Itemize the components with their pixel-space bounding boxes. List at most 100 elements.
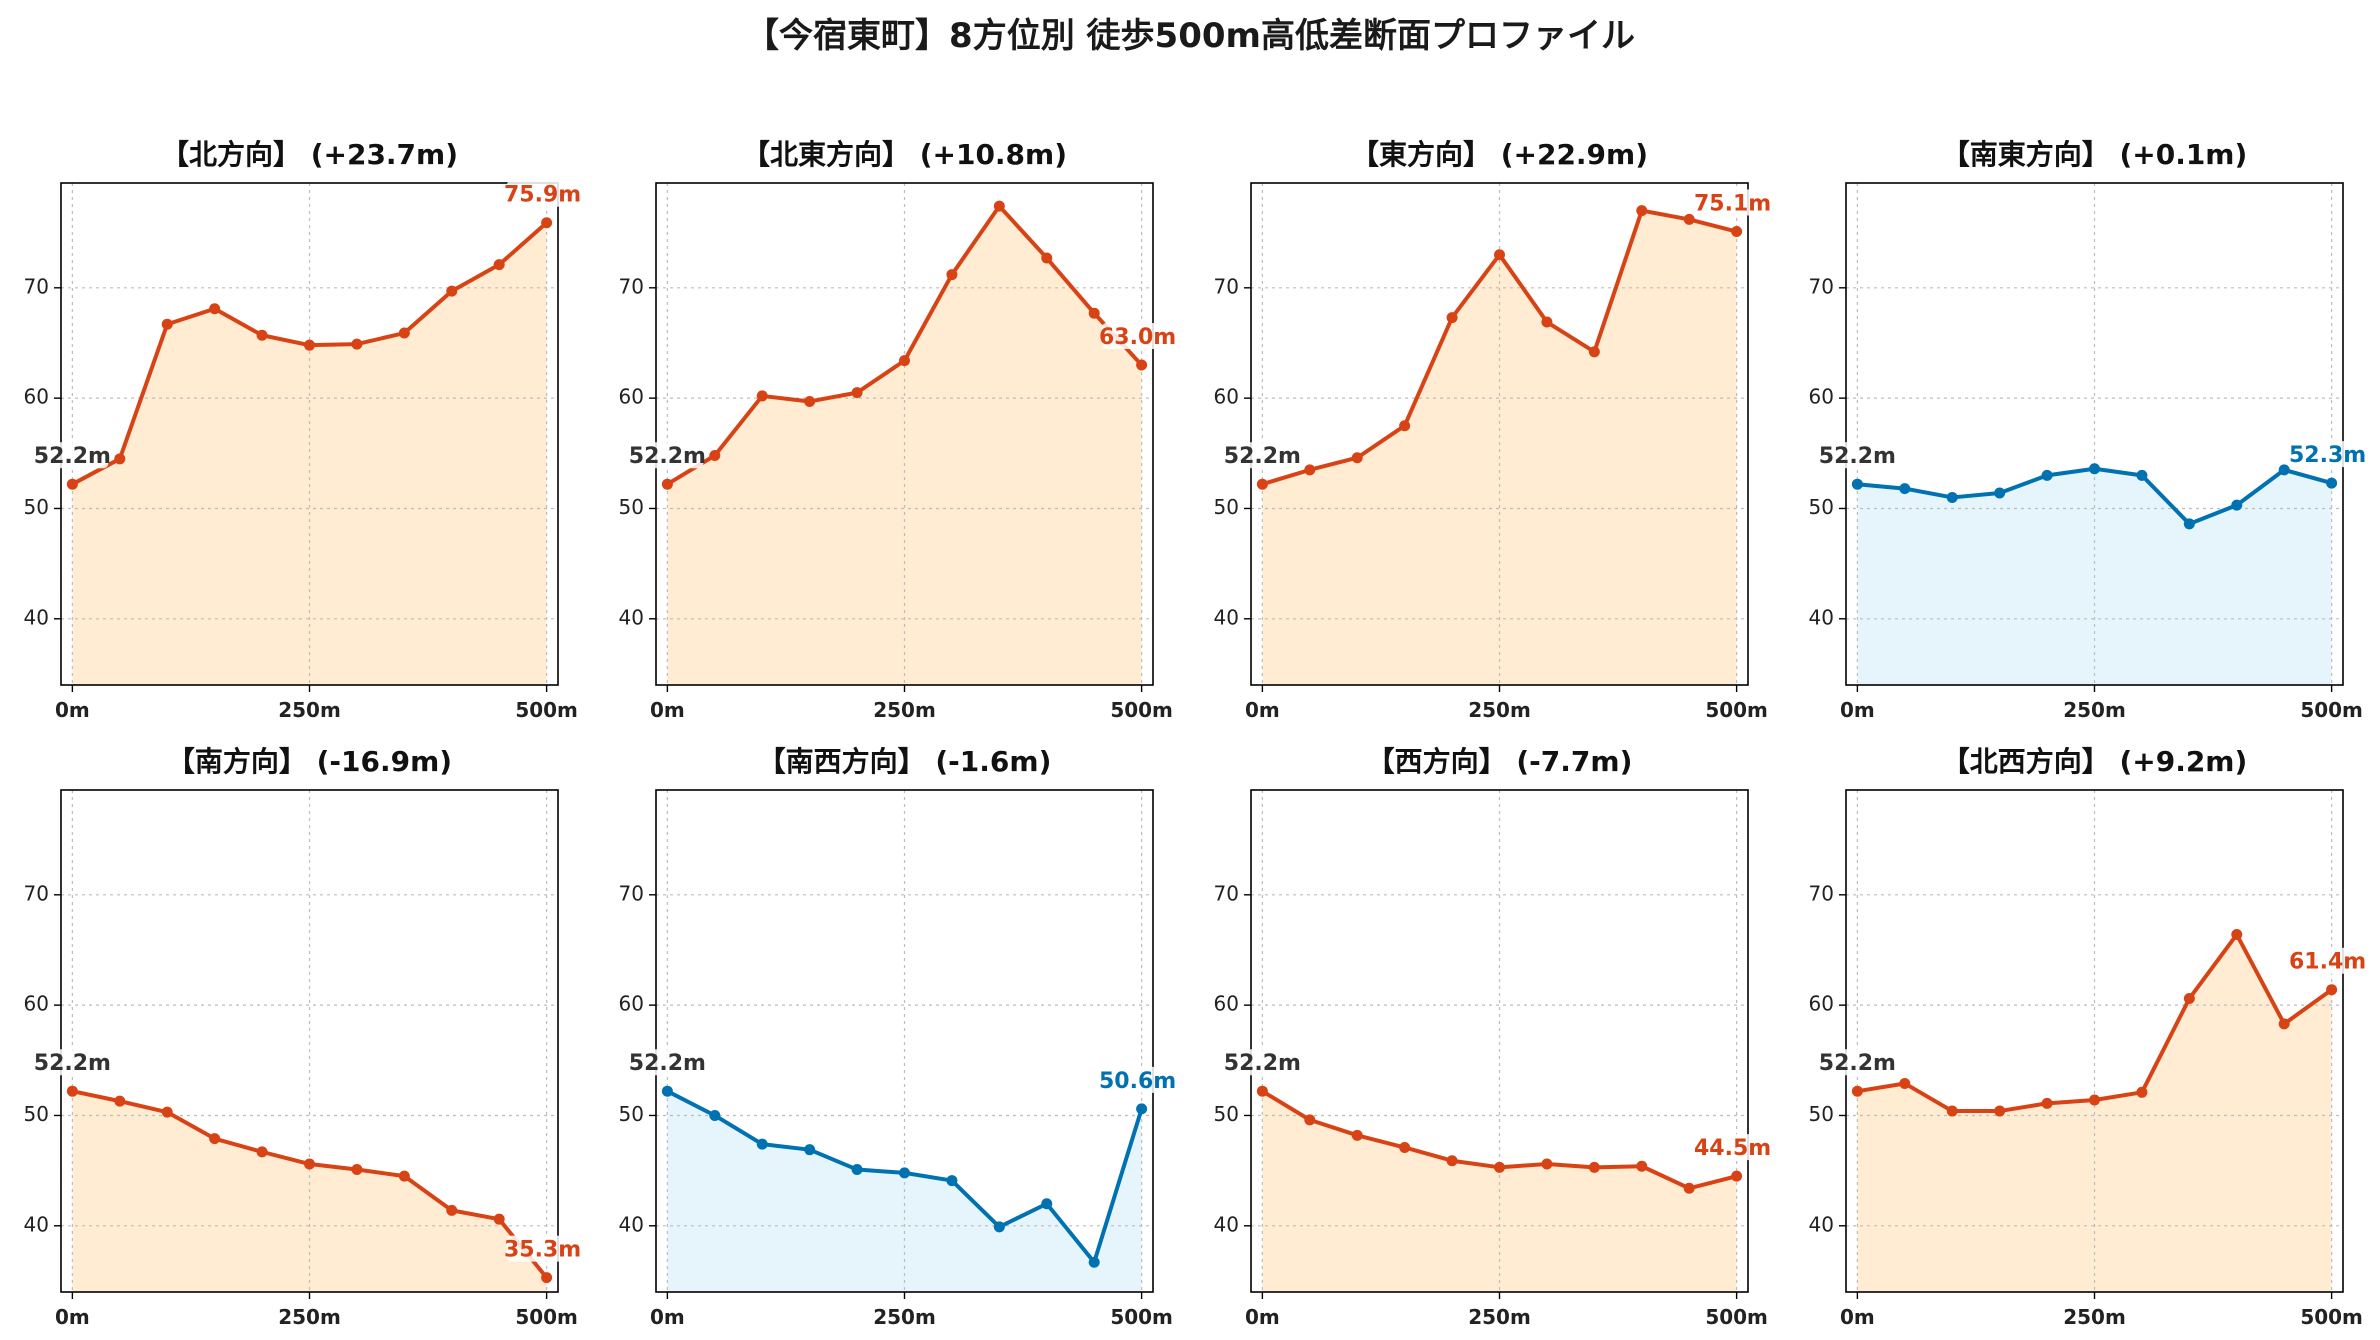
panel-title: 【南方向】 (-16.9m) (167, 745, 452, 778)
data-point (304, 339, 315, 351)
y-tick-label: 60 (1809, 385, 1834, 409)
data-point (1994, 1105, 2006, 1117)
chart-panel-7: 40 50 60 70 0m 250m 500m 【西方向】 (-7.7m) 52.2m 44.5… (1214, 745, 1772, 1329)
y-tick-label: 70 (619, 274, 644, 298)
data-point (1946, 1105, 1958, 1117)
chart-panel-4: 40 50 60 70 0m 250m 500m 【南東方向】 (+0.1m) 52.2m 52.… (1809, 138, 2367, 722)
x-tick-label: 250m (278, 698, 341, 722)
start-label-box (1821, 442, 1894, 469)
data-point (1494, 1161, 1505, 1173)
end-label-box (1696, 1134, 1769, 1161)
panel-title: 【北方向】 (+23.7m) (161, 138, 458, 171)
x-tick-label: 250m (1468, 698, 1531, 722)
y-tick-label: 40 (1214, 605, 1239, 629)
start-elevation-label: 52.2m (1224, 444, 1301, 469)
chart-main-title: 【今宿東町】8方位別 徒歩500m高低差断面プロファイル (745, 16, 1635, 56)
y-tick-label: 60 (1214, 992, 1239, 1016)
y-tick-label: 40 (619, 1212, 644, 1236)
data-point (114, 453, 126, 465)
start-label-box (1821, 1049, 1894, 1076)
data-point (1351, 452, 1363, 464)
data-point (446, 285, 458, 297)
x-tick-label: 250m (2063, 698, 2126, 722)
data-point (541, 1272, 553, 1284)
x-tick-label: 0m (1245, 698, 1280, 722)
data-point (2136, 1086, 2148, 1098)
data-point (398, 327, 410, 339)
x-tick-label: 500m (2300, 698, 2363, 722)
y-tick-label: 60 (24, 992, 49, 1016)
data-point (1731, 226, 1743, 238)
x-tick-label: 0m (55, 698, 90, 722)
data-point (1683, 1182, 1695, 1194)
end-elevation-label: 35.3m (504, 1238, 581, 1263)
data-point (1541, 316, 1553, 328)
data-point (256, 1146, 268, 1158)
data-point (1636, 205, 1648, 217)
data-point (1304, 464, 1316, 476)
x-tick-label: 0m (55, 1305, 90, 1329)
data-point (1256, 1085, 1268, 1097)
data-point (1731, 1170, 1743, 1182)
data-point (1636, 1160, 1648, 1172)
x-tick-label: 0m (1840, 698, 1875, 722)
data-point (1851, 1085, 1863, 1097)
data-point (209, 1133, 221, 1145)
x-tick-label: 0m (650, 1305, 685, 1329)
data-point (804, 1144, 816, 1156)
data-point (2231, 499, 2243, 511)
y-tick-label: 60 (24, 385, 49, 409)
data-point (1899, 483, 1911, 495)
profile-fill (72, 222, 547, 685)
data-point (2326, 984, 2338, 996)
start-label-box (1226, 442, 1299, 469)
data-point (1041, 252, 1053, 264)
y-tick-label: 50 (619, 1102, 644, 1126)
data-point (2136, 469, 2148, 481)
chart-panel-6: 40 50 60 70 0m 250m 500m 【南西方向】 (-1.6m) 52.2m 50.… (619, 745, 1177, 1329)
y-tick-label: 40 (24, 1212, 49, 1236)
end-label-box (1696, 189, 1769, 216)
data-point (2278, 1018, 2290, 1030)
y-tick-label: 50 (1809, 495, 1834, 519)
x-tick-label: 0m (650, 698, 685, 722)
panel-title: 【東方向】 (+22.9m) (1351, 138, 1648, 171)
data-point (304, 1158, 315, 1170)
start-elevation-label: 52.2m (629, 1051, 706, 1076)
chart-panel-5: 40 50 60 70 0m 250m 500m 【南方向】 (-16.9m) 52.2m 35.… (24, 745, 582, 1329)
data-point (709, 1109, 721, 1121)
y-tick-label: 60 (619, 385, 644, 409)
y-tick-label: 60 (1214, 385, 1239, 409)
x-tick-label: 500m (515, 1305, 578, 1329)
start-label-box (36, 1049, 109, 1076)
start-label-box (631, 1049, 704, 1076)
end-label-box (1101, 1066, 1174, 1093)
data-point (756, 1138, 768, 1150)
chart-panel-1: 40 50 60 70 0m 250m 500m 【北方向】 (+23.7m) 52.2m 75.… (24, 138, 582, 722)
y-tick-label: 70 (1214, 274, 1239, 298)
data-point (351, 1164, 363, 1176)
y-tick-label: 50 (1214, 495, 1239, 519)
y-tick-label: 60 (619, 992, 644, 1016)
data-point (446, 1204, 458, 1216)
data-point (2041, 469, 2053, 481)
end-label-box (1101, 323, 1174, 350)
chart-panel-8: 40 50 60 70 0m 250m 500m 【北西方向】 (+9.2m) 52.2m 61.… (1809, 745, 2367, 1329)
data-point (114, 1095, 126, 1107)
x-tick-label: 0m (1245, 1305, 1280, 1329)
data-point (493, 1213, 505, 1225)
y-tick-label: 70 (619, 881, 644, 905)
data-point (1256, 478, 1268, 490)
y-tick-label: 70 (1214, 881, 1239, 905)
start-label-box (631, 442, 704, 469)
data-point (1304, 1114, 1316, 1126)
start-elevation-label: 52.2m (34, 444, 111, 469)
data-point (209, 303, 221, 315)
data-point (2326, 477, 2338, 489)
y-tick-label: 70 (24, 881, 49, 905)
data-point (1351, 1129, 1363, 1141)
data-point (1494, 249, 1505, 261)
x-tick-label: 250m (873, 1305, 936, 1329)
data-point (2041, 1097, 2053, 1109)
